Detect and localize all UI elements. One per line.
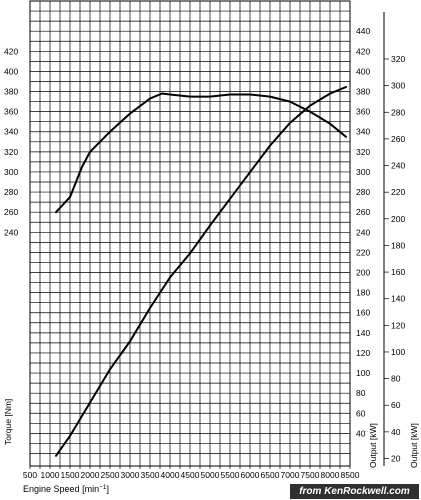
kw1-tick-label: 240 — [356, 227, 370, 237]
torque-axis-title: Torque [Nm] — [3, 399, 13, 445]
kw1-tick-label: 360 — [356, 107, 370, 117]
output-axis-title-1: Output [kW] — [368, 423, 378, 468]
tick-labels: 500 1000 1500 2000 2500 3000 3500 4000 4500 5000 5… — [4, 26, 405, 480]
kw1-tick-label: 300 — [356, 167, 370, 177]
kw2-tick-label: 280 — [391, 107, 405, 117]
x-axis-unit-sup: −1 — [99, 484, 107, 491]
torque-tick-label: 260 — [4, 207, 18, 217]
torque-tick-label: 300 — [4, 167, 18, 177]
x-tick-label: 2000 — [81, 470, 100, 480]
torque-tick-label: 400 — [4, 66, 18, 76]
x-tick-label: 4500 — [181, 470, 200, 480]
kw1-tick-label: 400 — [356, 66, 370, 76]
kw2-tick-label: 160 — [391, 267, 405, 277]
kw2-tick-label: 80 — [391, 374, 401, 384]
x-tick-label: 8500 — [341, 470, 360, 480]
x-tick-label: 4000 — [161, 470, 180, 480]
x-tick-label: 5500 — [221, 470, 240, 480]
kw1-tick-label: 380 — [356, 87, 370, 97]
x-axis-title: Engine Speed [min−1] — [23, 484, 109, 494]
kw2-tick-label: 120 — [391, 320, 405, 330]
x-tick-label: 7000 — [281, 470, 300, 480]
x-tick-label: 1000 — [41, 470, 60, 480]
kw2-tick-label: 220 — [391, 187, 405, 197]
kw2-tick-label: 200 — [391, 214, 405, 224]
torque-tick-label: 420 — [4, 46, 18, 56]
x-tick-label: 5000 — [201, 470, 220, 480]
kw2-tick-label: 320 — [391, 54, 405, 64]
torque-tick-label: 340 — [4, 127, 18, 137]
x-tick-label: 3000 — [121, 470, 140, 480]
kw1-tick-label: 320 — [356, 147, 370, 157]
x-tick-label: 3500 — [141, 470, 160, 480]
output-axis-title-2: Output [kW] — [409, 423, 419, 468]
torque-tick-label: 380 — [4, 87, 18, 97]
kw2-tick-label: 60 — [391, 400, 401, 410]
kw1-tick-label: 120 — [356, 348, 370, 358]
kw1-tick-label: 420 — [356, 46, 370, 56]
x-tick-label: 8000 — [321, 470, 340, 480]
kw1-tick-label: 140 — [356, 328, 370, 338]
torque-tick-label: 240 — [4, 227, 18, 237]
torque-curve — [55, 92, 347, 214]
kw2-tick-label: 300 — [391, 81, 405, 91]
series-group — [55, 86, 347, 457]
torque-tick-label: 280 — [4, 187, 18, 197]
kw2-tick-label: 240 — [391, 161, 405, 171]
kw1-tick-label: 60 — [356, 408, 366, 418]
kw1-tick-label: 220 — [356, 247, 370, 257]
kw1-tick-label: 80 — [356, 388, 366, 398]
x-tick-label: 2500 — [101, 470, 120, 480]
x-axis-label: Engine Speed — [23, 484, 80, 494]
kw2-tick-label: 20 — [391, 454, 401, 464]
torque-tick-label: 320 — [4, 147, 18, 157]
kw1-tick-label: 160 — [356, 308, 370, 318]
x-tick-label: 6000 — [241, 470, 260, 480]
kw2-tick-label: 40 — [391, 427, 401, 437]
x-tick-label: 6500 — [261, 470, 280, 480]
x-axis-unit-suffix: ] — [106, 484, 110, 494]
kw2-tick-label: 180 — [391, 240, 405, 250]
x-tick-label: 1500 — [61, 470, 80, 480]
kw2-tick-label: 260 — [391, 134, 405, 144]
kw2-tick-label: 100 — [391, 347, 405, 357]
grid — [29, 0, 389, 469]
kw1-tick-label: 200 — [356, 268, 370, 278]
x-axis-unit-prefix: [min — [82, 484, 100, 494]
power-curve — [55, 86, 347, 457]
kw2-tick-label: 140 — [391, 294, 405, 304]
kw1-tick-label: 180 — [356, 288, 370, 298]
kw1-tick-label: 260 — [356, 207, 370, 217]
kw1-tick-label: 340 — [356, 127, 370, 137]
kw1-tick-label: 40 — [356, 428, 366, 438]
x-tick-label: 7500 — [301, 470, 320, 480]
kw1-tick-label: 440 — [356, 26, 370, 36]
kw1-tick-label: 100 — [356, 368, 370, 378]
torque-tick-label: 360 — [4, 107, 18, 117]
x-tick-label: 500 — [23, 470, 37, 480]
watermark: from KenRockwell.com — [290, 484, 419, 499]
kw1-tick-label: 280 — [356, 187, 370, 197]
